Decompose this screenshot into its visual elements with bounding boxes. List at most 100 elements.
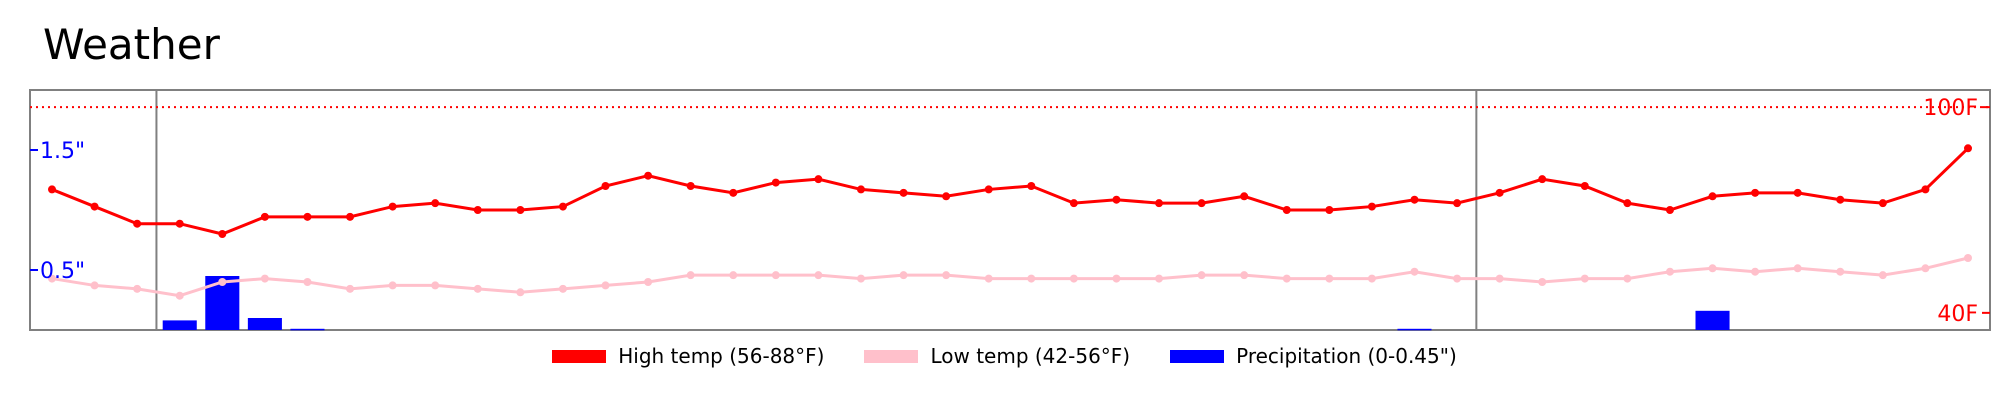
low-temp-point bbox=[771, 271, 780, 280]
high-temp-point bbox=[1197, 199, 1206, 208]
low-temp-point bbox=[1751, 267, 1760, 276]
high-temp-point bbox=[175, 219, 184, 228]
low-temp-point bbox=[601, 281, 610, 290]
precip-bar bbox=[1695, 310, 1730, 330]
legend-label-precip: Precipitation (0-0.45") bbox=[1236, 344, 1457, 368]
low-temp-point bbox=[1410, 267, 1419, 276]
low-temp-point bbox=[1623, 274, 1632, 283]
low-temp-point bbox=[1836, 267, 1845, 276]
high-temp-point bbox=[48, 185, 56, 194]
high-temp-point bbox=[1325, 206, 1334, 214]
high-temp-point bbox=[1836, 195, 1845, 204]
high-temp-point bbox=[558, 202, 567, 211]
high-temp-series bbox=[48, 144, 1972, 238]
low-temp-point bbox=[1240, 271, 1249, 280]
low-temp-point bbox=[984, 274, 993, 283]
high-temp-point bbox=[729, 188, 738, 197]
low-temp-point bbox=[48, 274, 56, 283]
high-temp-point bbox=[686, 182, 695, 190]
low-temp-point bbox=[814, 271, 823, 280]
legend-label-low: Low temp (42-56°F) bbox=[930, 344, 1131, 368]
high-temp-point bbox=[303, 212, 312, 221]
weather-chart: 100F 40F 1.5" 0.5" bbox=[29, 89, 1991, 331]
high-temp-point bbox=[388, 202, 397, 211]
low-temp-point bbox=[175, 291, 184, 300]
low-temp-point bbox=[90, 281, 99, 290]
high-temp-point bbox=[1665, 206, 1674, 214]
high-temp-point bbox=[90, 202, 99, 211]
low-temp-point bbox=[1708, 264, 1717, 273]
legend-swatch-precip bbox=[1170, 349, 1225, 363]
low-temp-point bbox=[644, 278, 653, 286]
precip-bar bbox=[290, 328, 325, 331]
legend-swatch-low bbox=[864, 349, 919, 363]
precip-tick-label: 0.5" bbox=[40, 259, 85, 284]
high-temp-point bbox=[260, 212, 269, 221]
low-temp-point bbox=[899, 271, 908, 280]
low-temp-point bbox=[1580, 274, 1589, 283]
low-temp-point bbox=[1027, 274, 1036, 283]
high-temp-point bbox=[601, 182, 610, 190]
high-temp-point bbox=[1155, 199, 1164, 208]
low-temp-point bbox=[1793, 264, 1802, 273]
high-temp-point bbox=[133, 219, 142, 228]
high-temp-point bbox=[1878, 199, 1887, 208]
high-temp-point bbox=[1538, 175, 1547, 184]
low-temp-series bbox=[48, 254, 1972, 300]
week-dividers bbox=[155, 90, 1478, 330]
low-temp-line bbox=[51, 256, 1969, 298]
high-temp-point bbox=[1964, 144, 1972, 153]
temp-tick-label: 40F bbox=[1937, 302, 1978, 327]
low-temp-point bbox=[686, 271, 695, 280]
low-temp-point bbox=[1112, 274, 1121, 283]
high-temp-point bbox=[1240, 192, 1249, 201]
axis-ticks: 100F 40F 1.5" 0.5" bbox=[30, 96, 1990, 327]
precipitation-bars bbox=[162, 276, 1730, 331]
low-temp-point bbox=[1367, 274, 1376, 283]
legend-item-precip: Precipitation (0-0.45") bbox=[1170, 344, 1457, 368]
low-temp-point bbox=[431, 281, 440, 290]
high-temp-point bbox=[814, 175, 823, 184]
high-temp-line bbox=[51, 147, 1970, 236]
chart-title: Weather bbox=[43, 20, 220, 69]
low-temp-point bbox=[1495, 274, 1504, 283]
low-temp-point bbox=[133, 284, 142, 293]
legend-item-low: Low temp (42-56°F) bbox=[864, 344, 1130, 368]
legend: High temp (56-88°F) Low temp (42-56°F) P… bbox=[0, 344, 2009, 368]
high-temp-point bbox=[856, 185, 865, 194]
high-temp-point bbox=[1027, 182, 1036, 190]
low-temp-point bbox=[473, 284, 482, 293]
low-temp-point bbox=[1197, 271, 1206, 280]
high-temp-point bbox=[516, 206, 525, 214]
high-temp-point bbox=[1580, 182, 1589, 190]
high-temp-point bbox=[1112, 195, 1121, 204]
high-temp-point bbox=[1282, 206, 1291, 214]
high-temp-point bbox=[431, 199, 440, 208]
low-temp-point bbox=[346, 284, 355, 293]
low-temp-point bbox=[1155, 274, 1164, 283]
low-temp-point bbox=[1282, 274, 1291, 283]
high-temp-point bbox=[1751, 188, 1760, 197]
low-temp-point bbox=[729, 271, 738, 280]
precip-bar bbox=[1397, 328, 1432, 331]
low-temp-point bbox=[856, 274, 865, 283]
temp-tick-label: 100F bbox=[1923, 96, 1978, 121]
high-temp-point bbox=[942, 192, 951, 201]
high-temp-point bbox=[1410, 195, 1419, 204]
high-temp-point bbox=[984, 185, 993, 194]
high-temp-point bbox=[1623, 199, 1632, 208]
precip-bar bbox=[247, 318, 282, 330]
low-temp-point bbox=[260, 274, 269, 283]
precip-bar bbox=[162, 320, 197, 330]
low-temp-point bbox=[303, 278, 312, 286]
plot-frame bbox=[29, 89, 1991, 331]
low-temp-point bbox=[1069, 274, 1078, 283]
low-temp-point bbox=[218, 278, 227, 286]
high-temp-point bbox=[1453, 199, 1462, 208]
legend-swatch-high bbox=[552, 349, 607, 363]
precip-tick-label: 1.5" bbox=[40, 139, 85, 164]
legend-item-high: High temp (56-88°F) bbox=[552, 344, 824, 368]
low-temp-point bbox=[1665, 267, 1674, 276]
low-temp-point bbox=[388, 281, 397, 290]
high-temp-point bbox=[1921, 185, 1930, 194]
